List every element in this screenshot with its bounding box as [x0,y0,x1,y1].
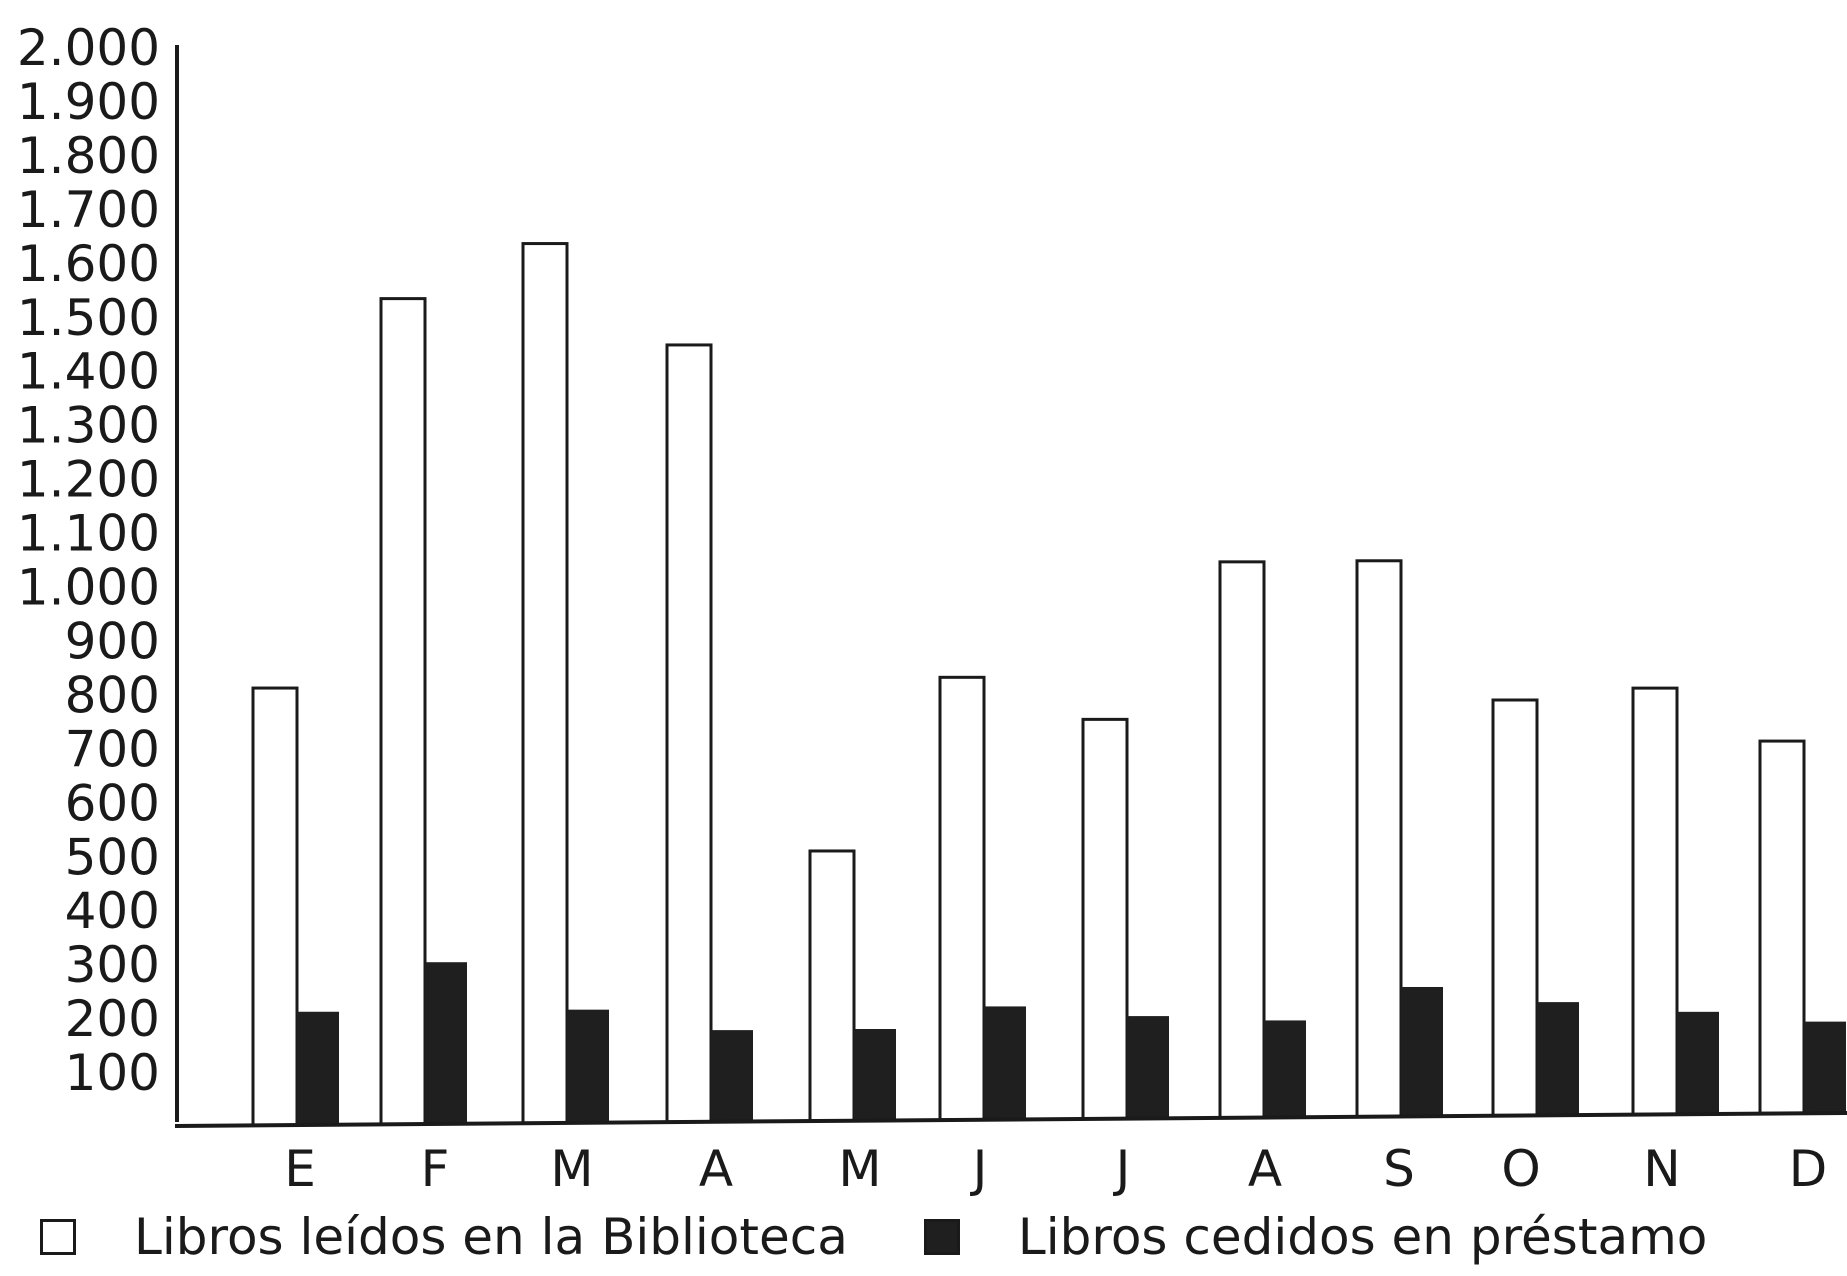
x-tick-label: J [1113,1140,1131,1198]
y-tick-label: 900 [65,612,160,670]
y-tick-label: 2.000 [17,19,160,77]
bar-cedidos [854,1029,896,1121]
x-tick-label: M [838,1140,881,1198]
bar-cedidos [1677,1011,1719,1115]
bar-cedidos [1127,1016,1169,1119]
bar-cedidos [567,1009,609,1123]
y-tick-label: 1.800 [17,127,160,185]
y-tick-label: 1.700 [17,181,160,239]
y-tick-label: 300 [65,936,160,994]
legend-label-cedidos: Libros cedidos en préstamo [1017,1208,1708,1266]
y-tick-label: 1.400 [17,343,160,401]
x-tick-label: S [1383,1140,1415,1198]
y-tick-label: 1.300 [17,397,160,455]
legend-swatch-open [40,1219,76,1255]
x-tick-label: J [970,1140,988,1198]
bar-leidos [379,297,427,1126]
legend-item-cedidos: Libros cedidos en préstamo [923,1208,1708,1266]
bar-cedidos [1264,1020,1306,1118]
bar-cedidos [984,1006,1026,1120]
x-tick-label: A [699,1140,733,1198]
x-tick-label: M [550,1140,593,1198]
y-tick-label: 1.600 [17,235,160,293]
y-tick-label: 100 [65,1044,160,1102]
legend-item-leidos: Libros leídos en la Biblioteca [40,1208,848,1266]
y-tick-label: 200 [65,990,160,1048]
bar-cedidos [711,1030,753,1122]
axes [174,45,1847,1128]
legend-swatch-filled [923,1219,960,1255]
x-tick-label: F [421,1140,450,1198]
y-tick-label: 800 [65,666,160,724]
bar-cedidos [1537,1002,1579,1116]
bar-cedidos [297,1011,339,1126]
x-tick-label: E [284,1140,316,1198]
bar-leidos [1758,739,1806,1115]
bar-leidos [1355,559,1403,1118]
bar-leidos [808,849,856,1123]
bar-leidos [521,242,569,1125]
y-tick-label: 1.900 [17,73,160,131]
legend-label-leidos: Libros leídos en la Biblioteca [134,1208,848,1266]
x-tick-label: N [1643,1140,1680,1198]
y-tick-label: 600 [65,774,160,832]
x-tick-label: D [1789,1140,1828,1198]
bar-leidos [665,343,713,1124]
x-tick-label: O [1501,1140,1540,1198]
x-tick-label: A [1248,1140,1282,1198]
legend: Libros leídos en la Biblioteca Libros ce… [40,1208,1783,1266]
bar-leidos [1491,698,1539,1117]
y-tick-label: 700 [65,720,160,778]
bar-leidos [1081,717,1129,1121]
y-axis-ticks: 1002003004005006007008009001.0001.1001.2… [17,19,160,1102]
y-tick-label: 1.500 [17,289,160,347]
bar-leidos [938,675,986,1122]
bars [251,242,1846,1127]
bar-leidos [1631,686,1679,1116]
y-tick-label: 1.200 [17,451,160,509]
y-tick-label: 400 [65,882,160,940]
bar-cedidos [425,962,467,1125]
y-tick-label: 500 [65,828,160,886]
y-tick-label: 1.100 [17,505,160,563]
bar-leidos [1218,560,1266,1120]
y-tick-label: 1.000 [17,559,160,617]
bar-cedidos [1804,1021,1846,1114]
x-axis-line [174,1111,1847,1128]
bar-cedidos [1401,986,1443,1117]
bar-leidos [251,686,299,1127]
